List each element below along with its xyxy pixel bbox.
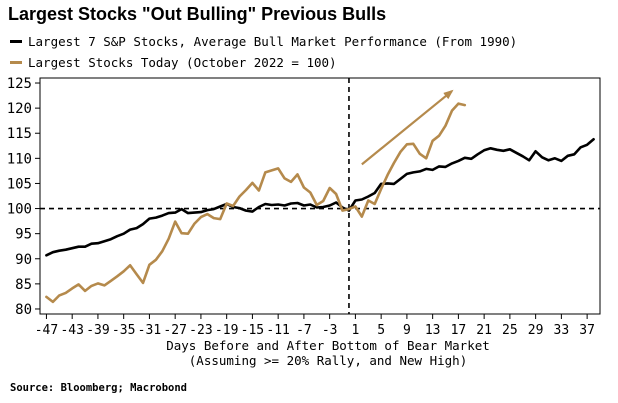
y-tick-label: 110 xyxy=(7,151,32,167)
x-tick-label: 1 xyxy=(351,323,359,338)
x-tick-label: 29 xyxy=(528,323,544,338)
x-tick-label: 33 xyxy=(554,323,570,338)
y-tick-label: 115 xyxy=(7,126,32,142)
y-tick-label: 90 xyxy=(15,252,32,268)
x-tick-label: 21 xyxy=(476,323,492,338)
x-tick-label: 17 xyxy=(451,323,467,338)
x-tick-label: -23 xyxy=(189,323,212,338)
x-tick-label: -39 xyxy=(86,323,109,338)
x-tick-label: -11 xyxy=(266,323,289,338)
source-note: Source: Bloomberg; Macrobond xyxy=(10,382,188,394)
x-tick-label: 9 xyxy=(403,323,411,338)
y-tick-label: 85 xyxy=(15,277,32,293)
series-line-largest-7-average xyxy=(45,138,595,257)
chart-title: Largest Stocks "Out Bulling" Previous Bu… xyxy=(8,4,387,24)
x-tick-label: 25 xyxy=(502,323,518,338)
legend-item-largest-7-average: Largest 7 S&P Stocks, Average Bull Marke… xyxy=(10,34,517,49)
x-tick-label: -15 xyxy=(241,323,264,338)
x-axis-label: Days Before and After Bottom of Bear Mar… xyxy=(166,338,490,353)
x-tick-label: -19 xyxy=(215,323,238,338)
x-tick-label: -3 xyxy=(322,323,338,338)
y-tick-label: 120 xyxy=(7,101,32,117)
y-tick-label: 125 xyxy=(7,76,32,92)
plot-frame xyxy=(39,77,601,315)
series-line-largest-today xyxy=(45,102,467,304)
x-tick-label: -27 xyxy=(163,323,186,338)
y-tick-label: 80 xyxy=(15,302,32,318)
legend-swatch-black xyxy=(10,40,22,43)
legend-swatch-gold xyxy=(10,61,22,64)
legend-item-largest-today: Largest Stocks Today (October 2022 = 100… xyxy=(10,55,337,70)
x-tick-label: 5 xyxy=(377,323,385,338)
x-tick-label: -31 xyxy=(138,323,161,338)
legend-label: Largest Stocks Today (October 2022 = 100… xyxy=(28,55,337,70)
legend-label: Largest 7 S&P Stocks, Average Bull Marke… xyxy=(28,34,518,49)
x-tick-label: 13 xyxy=(425,323,441,338)
x-tick-label: -43 xyxy=(60,323,83,338)
x-tick-label: -7 xyxy=(296,323,312,338)
y-tick-label: 100 xyxy=(7,202,32,218)
y-tick-label: 95 xyxy=(15,227,32,243)
y-tick-label: 105 xyxy=(7,176,32,192)
x-tick-label: -35 xyxy=(112,323,135,338)
x-tick-label: 37 xyxy=(579,323,595,338)
x-axis-label: (Assuming >= 20% Rally, and New High) xyxy=(189,353,467,368)
annotation-arrow xyxy=(361,89,454,166)
x-tick-label: -47 xyxy=(35,323,58,338)
